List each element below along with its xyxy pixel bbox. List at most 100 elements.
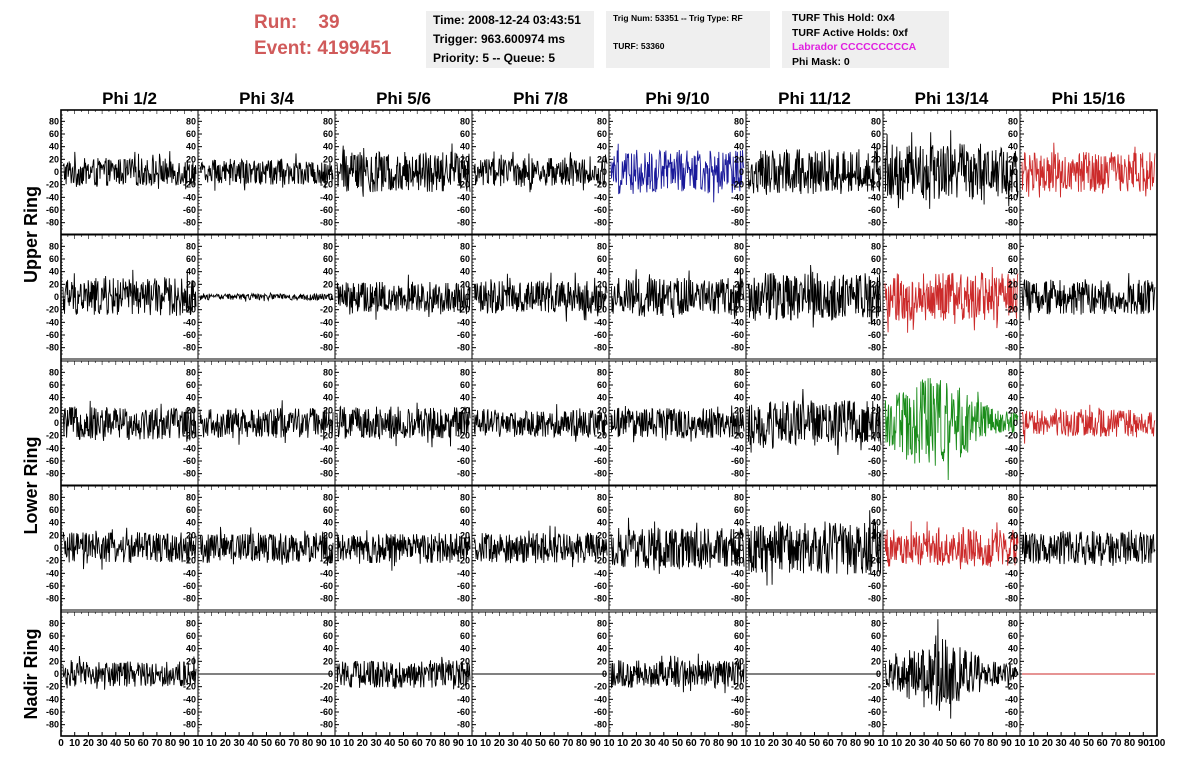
y-tick-label: 20 [49, 530, 59, 540]
y-tick-label: -20 [183, 431, 196, 441]
waveform-trace [473, 272, 608, 322]
y-tick-label: 20 [597, 154, 607, 164]
y-tick-label: -40 [1005, 568, 1018, 578]
waveform-trace [336, 656, 471, 690]
y-tick-label: 60 [871, 129, 881, 139]
y-tick-label: 60 [1008, 380, 1018, 390]
y-tick-label: 20 [186, 279, 196, 289]
waveform-trace [62, 400, 197, 442]
x-tick-label: 50 [398, 738, 410, 749]
waveform-trace [884, 521, 1019, 570]
y-tick-label: 40 [323, 518, 333, 528]
y-tick-label: -40 [320, 192, 333, 202]
waveform-panel: -80 -60 -40 -20 0 20 40 60 80 [1005, 485, 1158, 611]
waveform-panel: -80 -60 -40 -20 0 20 40 60 80 [183, 485, 336, 611]
x-tick-label: 80 [987, 738, 999, 749]
y-tick-label: -60 [868, 707, 881, 717]
y-tick-label: 20 [871, 405, 881, 415]
waveform-trace [884, 130, 1019, 209]
x-tick-label: 40 [247, 738, 259, 749]
y-tick-label: -60 [731, 330, 744, 340]
y-tick-label: 20 [871, 154, 881, 164]
y-tick-label: -20 [46, 556, 59, 566]
y-tick-label: 40 [597, 393, 607, 403]
y-tick-label: -60 [320, 581, 333, 591]
x-tick-label: 70 [151, 738, 163, 749]
y-tick-label: 20 [323, 405, 333, 415]
y-tick-label: 80 [186, 241, 196, 251]
y-tick-label: 80 [49, 492, 59, 502]
x-tick-label: 50 [809, 738, 821, 749]
waveform-panel: -80 -60 -40 -20 0 20 40 60 80 [457, 109, 610, 235]
x-tick-label: 80 [439, 738, 451, 749]
y-tick-label: -20 [594, 682, 607, 692]
y-tick-label: 60 [734, 631, 744, 641]
y-tick-label: 20 [597, 405, 607, 415]
y-tick-label: 20 [871, 279, 881, 289]
y-tick-label: -60 [183, 707, 196, 717]
y-tick-label: 40 [597, 267, 607, 277]
y-tick-label: 0 [876, 167, 881, 177]
y-tick-label: 60 [597, 380, 607, 390]
y-tick-label: 80 [186, 116, 196, 126]
x-tick-label: 60 [549, 738, 561, 749]
y-tick-label: -60 [1005, 456, 1018, 466]
y-tick-label: 80 [460, 116, 470, 126]
x-tick-label: 10 [329, 738, 341, 749]
x-tick-label: 30 [782, 738, 794, 749]
waveform-panel: -80 -60 -40 -20 0 20 40 60 80 [46, 611, 199, 737]
y-tick-label: -80 [594, 720, 607, 730]
y-tick-label: 20 [323, 154, 333, 164]
x-tick-label: 0 [58, 738, 64, 749]
waveform-trace [610, 517, 745, 574]
y-tick-label: -20 [46, 682, 59, 692]
y-tick-label: 60 [460, 254, 470, 264]
y-tick-label: -40 [457, 443, 470, 453]
waveform-panel: -80 -60 -40 -20 0 20 40 60 80 [868, 611, 1021, 737]
y-tick-label: 80 [734, 367, 744, 377]
y-tick-label: 80 [49, 618, 59, 628]
y-tick-label: 40 [460, 267, 470, 277]
y-tick-label: -40 [183, 317, 196, 327]
y-tick-label: -60 [46, 330, 59, 340]
y-tick-label: -20 [320, 305, 333, 315]
y-tick-label: -60 [457, 707, 470, 717]
waveform-trace [747, 144, 882, 195]
waveform-trace [611, 269, 745, 320]
y-tick-label: 20 [186, 656, 196, 666]
y-tick-label: -80 [457, 720, 470, 730]
x-tick-label: 80 [1124, 738, 1136, 749]
y-tick-label: -80 [1005, 343, 1018, 353]
y-tick-label: 40 [597, 644, 607, 654]
x-tick-label: 60 [823, 738, 835, 749]
y-tick-label: -40 [594, 568, 607, 578]
phi-column-title: Phi 5/6 [376, 89, 431, 108]
waveform-trace [1021, 142, 1156, 198]
y-tick-label: 60 [597, 129, 607, 139]
turf-this-hold-text: TURF This Hold: 0x4 [792, 12, 895, 24]
priority-queue-text: Priority: 5 -- Queue: 5 [433, 51, 556, 65]
y-tick-label: -20 [457, 305, 470, 315]
y-tick-label: 60 [186, 631, 196, 641]
y-tick-label: -60 [594, 205, 607, 215]
y-tick-label: 20 [323, 279, 333, 289]
y-tick-label: 80 [460, 492, 470, 502]
y-tick-label: -80 [1005, 469, 1018, 479]
y-tick-label: 20 [460, 656, 470, 666]
y-tick-label: -60 [1005, 707, 1018, 717]
x-tick-label: 70 [1110, 738, 1122, 749]
waveform-panel: -80 -60 -40 -20 0 20 40 60 80 [594, 109, 747, 235]
y-tick-label: -60 [457, 581, 470, 591]
y-tick-label: 20 [49, 279, 59, 289]
y-tick-label: -80 [46, 720, 59, 730]
y-tick-label: 0 [328, 543, 333, 553]
y-tick-label: 40 [1008, 518, 1018, 528]
y-tick-label: 40 [323, 267, 333, 277]
y-tick-label: 0 [328, 292, 333, 302]
y-tick-label: 40 [186, 267, 196, 277]
y-tick-label: 40 [49, 142, 59, 152]
y-tick-label: -40 [183, 443, 196, 453]
y-tick-label: 40 [871, 393, 881, 403]
y-tick-label: 0 [328, 669, 333, 679]
y-tick-label: -20 [1005, 556, 1018, 566]
